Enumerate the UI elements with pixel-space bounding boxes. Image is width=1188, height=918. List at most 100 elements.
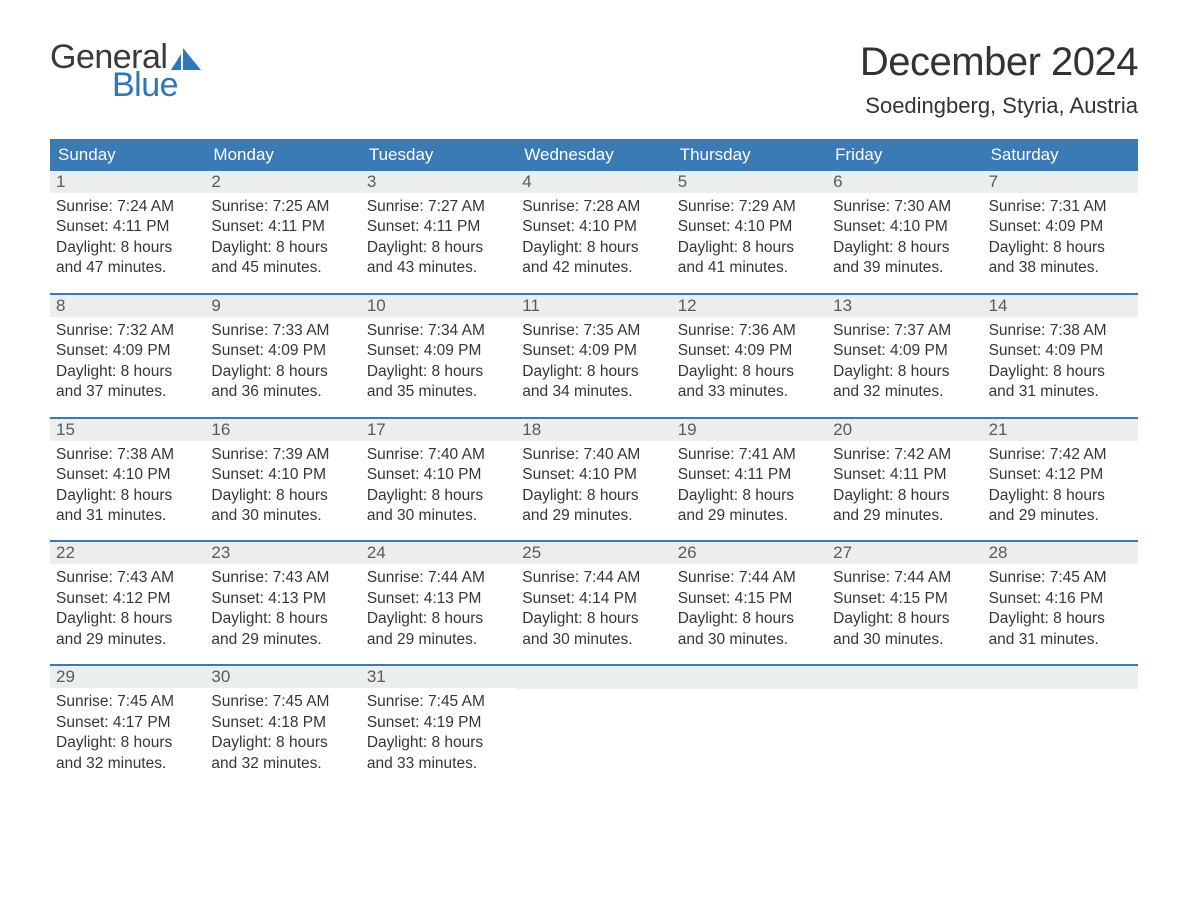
sunrise-line: Sunrise: 7:42 AM — [833, 445, 976, 465]
daylight-line: Daylight: 8 hours and 30 minutes. — [522, 609, 665, 650]
day-details: Sunrise: 7:38 AMSunset: 4:10 PMDaylight:… — [50, 441, 205, 527]
daylight-line: Daylight: 8 hours and 29 minutes. — [678, 486, 821, 527]
empty-day-header — [827, 666, 982, 689]
sunrise-line: Sunrise: 7:45 AM — [211, 692, 354, 712]
sunrise-line: Sunrise: 7:35 AM — [522, 321, 665, 341]
calendar: Sunday Monday Tuesday Wednesday Thursday… — [50, 139, 1138, 788]
daylight-line: Daylight: 8 hours and 31 minutes. — [989, 609, 1132, 650]
day-details: Sunrise: 7:31 AMSunset: 4:09 PMDaylight:… — [983, 193, 1138, 279]
day-details: Sunrise: 7:40 AMSunset: 4:10 PMDaylight:… — [361, 441, 516, 527]
sunrise-line: Sunrise: 7:41 AM — [678, 445, 821, 465]
sunrise-line: Sunrise: 7:43 AM — [211, 568, 354, 588]
day-number: 25 — [516, 542, 671, 564]
sunset-line: Sunset: 4:11 PM — [211, 217, 354, 237]
sunset-line: Sunset: 4:11 PM — [367, 217, 510, 237]
calendar-day: 20Sunrise: 7:42 AMSunset: 4:11 PMDayligh… — [827, 419, 982, 541]
daylight-line: Daylight: 8 hours and 42 minutes. — [522, 238, 665, 279]
day-number: 21 — [983, 419, 1138, 441]
weekday-header: Thursday — [672, 139, 827, 171]
sunrise-line: Sunrise: 7:44 AM — [522, 568, 665, 588]
sunrise-line: Sunrise: 7:43 AM — [56, 568, 199, 588]
sunrise-line: Sunrise: 7:44 AM — [833, 568, 976, 588]
day-details: Sunrise: 7:44 AMSunset: 4:13 PMDaylight:… — [361, 564, 516, 650]
day-details: Sunrise: 7:45 AMSunset: 4:19 PMDaylight:… — [361, 688, 516, 774]
day-number: 30 — [205, 666, 360, 688]
day-number: 10 — [361, 295, 516, 317]
calendar-day: 25Sunrise: 7:44 AMSunset: 4:14 PMDayligh… — [516, 542, 671, 664]
weekday-header: Sunday — [50, 139, 205, 171]
day-number: 6 — [827, 171, 982, 193]
day-number: 12 — [672, 295, 827, 317]
calendar-day: 26Sunrise: 7:44 AMSunset: 4:15 PMDayligh… — [672, 542, 827, 664]
sunset-line: Sunset: 4:10 PM — [522, 465, 665, 485]
daylight-line: Daylight: 8 hours and 29 minutes. — [211, 609, 354, 650]
calendar-day — [672, 666, 827, 788]
daylight-line: Daylight: 8 hours and 31 minutes. — [989, 362, 1132, 403]
sunset-line: Sunset: 4:10 PM — [833, 217, 976, 237]
day-details: Sunrise: 7:29 AMSunset: 4:10 PMDaylight:… — [672, 193, 827, 279]
daylight-line: Daylight: 8 hours and 33 minutes. — [367, 733, 510, 774]
empty-day-header — [516, 666, 671, 689]
day-number: 9 — [205, 295, 360, 317]
daylight-line: Daylight: 8 hours and 29 minutes. — [989, 486, 1132, 527]
daylight-line: Daylight: 8 hours and 33 minutes. — [678, 362, 821, 403]
day-details: Sunrise: 7:44 AMSunset: 4:14 PMDaylight:… — [516, 564, 671, 650]
calendar-day: 31Sunrise: 7:45 AMSunset: 4:19 PMDayligh… — [361, 666, 516, 788]
calendar-week: 15Sunrise: 7:38 AMSunset: 4:10 PMDayligh… — [50, 417, 1138, 541]
calendar-day: 22Sunrise: 7:43 AMSunset: 4:12 PMDayligh… — [50, 542, 205, 664]
calendar-day — [827, 666, 982, 788]
sunset-line: Sunset: 4:14 PM — [522, 589, 665, 609]
sunrise-line: Sunrise: 7:29 AM — [678, 197, 821, 217]
sunset-line: Sunset: 4:15 PM — [678, 589, 821, 609]
calendar-day: 21Sunrise: 7:42 AMSunset: 4:12 PMDayligh… — [983, 419, 1138, 541]
day-details: Sunrise: 7:41 AMSunset: 4:11 PMDaylight:… — [672, 441, 827, 527]
daylight-line: Daylight: 8 hours and 32 minutes. — [56, 733, 199, 774]
sunrise-line: Sunrise: 7:31 AM — [989, 197, 1132, 217]
day-number: 17 — [361, 419, 516, 441]
calendar-day: 24Sunrise: 7:44 AMSunset: 4:13 PMDayligh… — [361, 542, 516, 664]
sunset-line: Sunset: 4:09 PM — [833, 341, 976, 361]
daylight-line: Daylight: 8 hours and 43 minutes. — [367, 238, 510, 279]
daylight-line: Daylight: 8 hours and 29 minutes. — [367, 609, 510, 650]
daylight-line: Daylight: 8 hours and 29 minutes. — [56, 609, 199, 650]
calendar-day: 3Sunrise: 7:27 AMSunset: 4:11 PMDaylight… — [361, 171, 516, 293]
day-details: Sunrise: 7:32 AMSunset: 4:09 PMDaylight:… — [50, 317, 205, 403]
sunset-line: Sunset: 4:13 PM — [211, 589, 354, 609]
day-number: 26 — [672, 542, 827, 564]
sunset-line: Sunset: 4:17 PM — [56, 713, 199, 733]
calendar-day: 17Sunrise: 7:40 AMSunset: 4:10 PMDayligh… — [361, 419, 516, 541]
calendar-day: 30Sunrise: 7:45 AMSunset: 4:18 PMDayligh… — [205, 666, 360, 788]
day-number: 14 — [983, 295, 1138, 317]
day-details: Sunrise: 7:44 AMSunset: 4:15 PMDaylight:… — [672, 564, 827, 650]
sunrise-line: Sunrise: 7:37 AM — [833, 321, 976, 341]
sunset-line: Sunset: 4:09 PM — [367, 341, 510, 361]
day-details: Sunrise: 7:30 AMSunset: 4:10 PMDaylight:… — [827, 193, 982, 279]
daylight-line: Daylight: 8 hours and 37 minutes. — [56, 362, 199, 403]
sunset-line: Sunset: 4:11 PM — [833, 465, 976, 485]
calendar-day: 12Sunrise: 7:36 AMSunset: 4:09 PMDayligh… — [672, 295, 827, 417]
day-number: 29 — [50, 666, 205, 688]
calendar-day: 6Sunrise: 7:30 AMSunset: 4:10 PMDaylight… — [827, 171, 982, 293]
sunrise-line: Sunrise: 7:38 AM — [56, 445, 199, 465]
day-number: 5 — [672, 171, 827, 193]
daylight-line: Daylight: 8 hours and 47 minutes. — [56, 238, 199, 279]
calendar-day: 28Sunrise: 7:45 AMSunset: 4:16 PMDayligh… — [983, 542, 1138, 664]
sunrise-line: Sunrise: 7:25 AM — [211, 197, 354, 217]
sunset-line: Sunset: 4:12 PM — [56, 589, 199, 609]
weekday-header: Tuesday — [361, 139, 516, 171]
day-number: 31 — [361, 666, 516, 688]
day-details: Sunrise: 7:28 AMSunset: 4:10 PMDaylight:… — [516, 193, 671, 279]
day-details: Sunrise: 7:38 AMSunset: 4:09 PMDaylight:… — [983, 317, 1138, 403]
sunrise-line: Sunrise: 7:45 AM — [989, 568, 1132, 588]
calendar-day: 19Sunrise: 7:41 AMSunset: 4:11 PMDayligh… — [672, 419, 827, 541]
daylight-line: Daylight: 8 hours and 34 minutes. — [522, 362, 665, 403]
sunrise-line: Sunrise: 7:42 AM — [989, 445, 1132, 465]
daylight-line: Daylight: 8 hours and 30 minutes. — [211, 486, 354, 527]
daylight-line: Daylight: 8 hours and 45 minutes. — [211, 238, 354, 279]
day-number: 1 — [50, 171, 205, 193]
calendar-day: 1Sunrise: 7:24 AMSunset: 4:11 PMDaylight… — [50, 171, 205, 293]
calendar-day: 11Sunrise: 7:35 AMSunset: 4:09 PMDayligh… — [516, 295, 671, 417]
sunrise-line: Sunrise: 7:36 AM — [678, 321, 821, 341]
calendar-day — [516, 666, 671, 788]
sunset-line: Sunset: 4:11 PM — [56, 217, 199, 237]
